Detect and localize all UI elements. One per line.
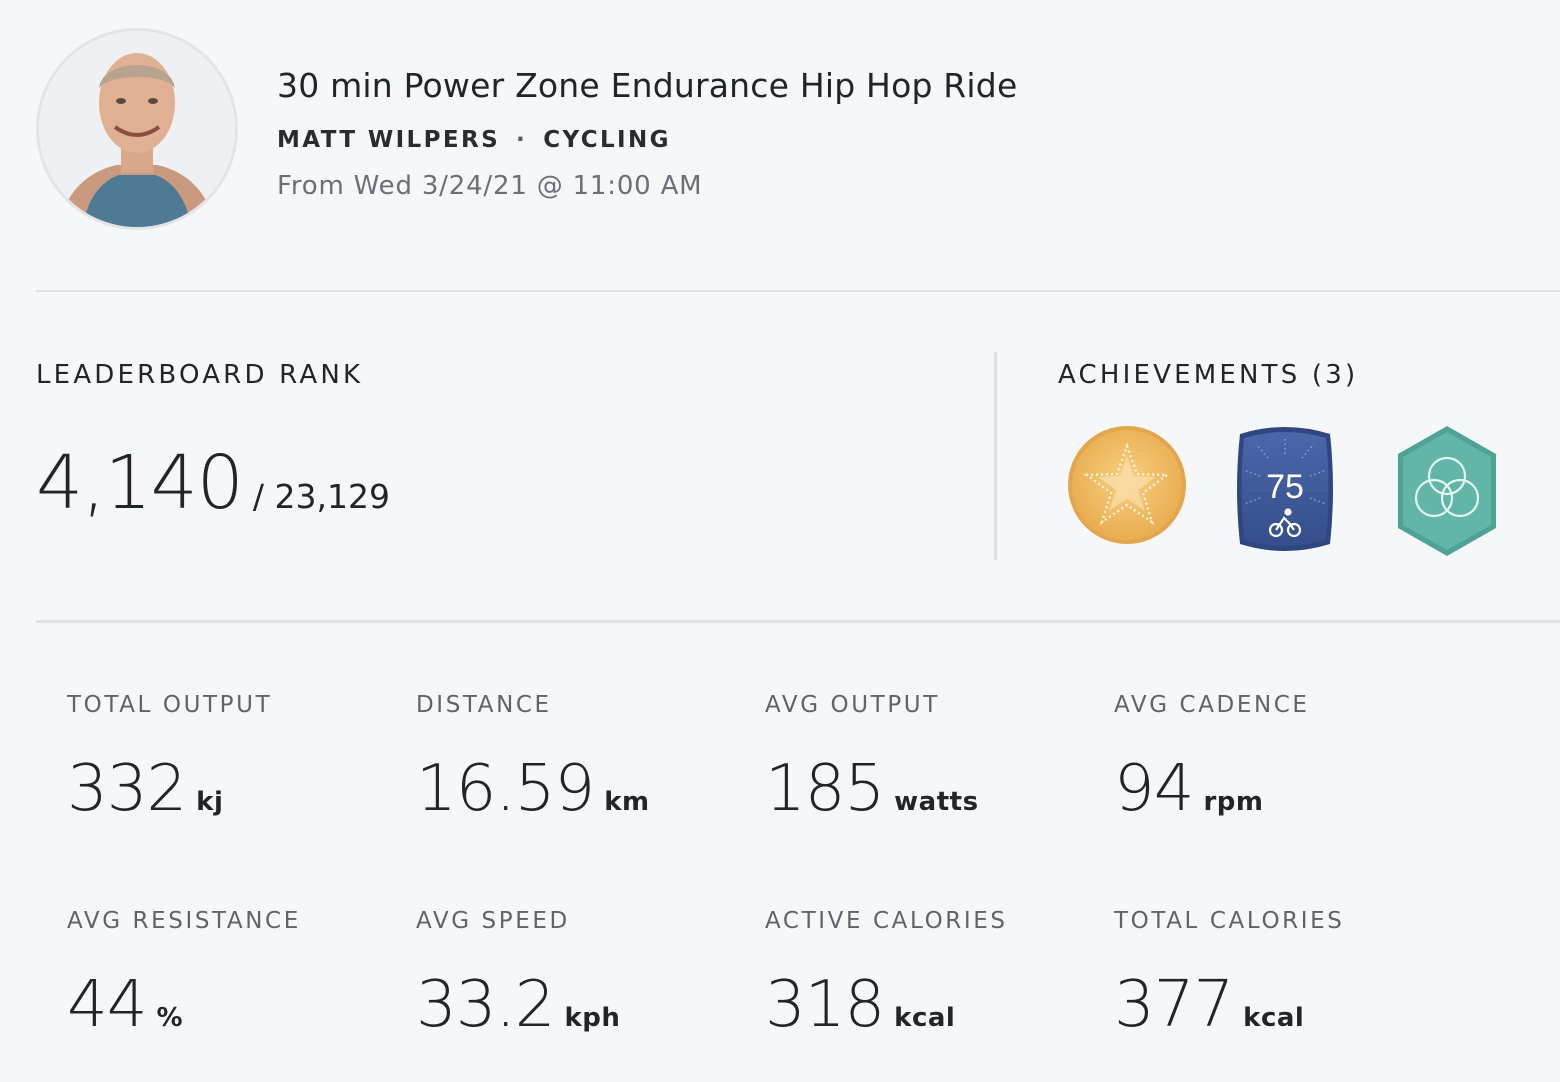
- stat-unit: %: [156, 1003, 183, 1033]
- instructor-name[interactable]: MATT WILPERS: [277, 127, 501, 153]
- stat-value: 33.2: [416, 968, 555, 1042]
- stat-value: 377: [1114, 968, 1234, 1042]
- stat-label: AVG CADENCE: [1114, 692, 1310, 718]
- stat-unit: km: [604, 787, 650, 817]
- header-divider: [36, 290, 1560, 292]
- stat-label: AVG SPEED: [416, 908, 570, 934]
- class-date: From Wed 3/24/21 @ 11:00 AM: [277, 171, 703, 201]
- stat-total-calories: TOTAL CALORIES 377 kcal: [1114, 908, 1444, 1042]
- stat-label: ACTIVE CALORIES: [765, 908, 1008, 934]
- achievement-badges: 75: [1066, 424, 1506, 564]
- stat-label: DISTANCE: [416, 692, 552, 718]
- teal-hexagon-badge-icon[interactable]: [1394, 424, 1500, 562]
- stat-avg-speed: AVG SPEED 33.2 kph: [416, 908, 746, 1042]
- stat-distance: DISTANCE 16.59 km: [416, 692, 746, 826]
- stat-avg-cadence: AVG CADENCE 94 rpm: [1114, 692, 1444, 826]
- stat-value: 185: [765, 752, 885, 826]
- meta-separator: ·: [516, 127, 528, 153]
- stat-total-output: TOTAL OUTPUT 332 kj: [67, 692, 397, 826]
- discipline-name: CYCLING: [543, 127, 671, 153]
- century-ride-badge-icon[interactable]: 75: [1232, 424, 1338, 558]
- stat-label: TOTAL CALORIES: [1114, 908, 1345, 934]
- class-header: 30 min Power Zone Endurance Hip Hop Ride…: [36, 28, 1536, 230]
- instructor-portrait-icon: [39, 31, 235, 227]
- stat-avg-resistance: AVG RESISTANCE 44%: [67, 908, 397, 1042]
- gold-star-badge-icon[interactable]: [1066, 424, 1188, 550]
- stat-unit: kph: [564, 1003, 621, 1033]
- rank-total: / 23,129: [252, 477, 390, 516]
- summary-divider: [36, 620, 1560, 623]
- stat-unit: watts: [894, 787, 979, 817]
- stat-value: 332: [67, 752, 187, 826]
- stat-label: AVG OUTPUT: [765, 692, 940, 718]
- rank-number: 4,140: [36, 440, 244, 526]
- badge-number: 75: [1266, 468, 1304, 506]
- stat-label: AVG RESISTANCE: [67, 908, 301, 934]
- stat-label: TOTAL OUTPUT: [67, 692, 273, 718]
- stat-unit: kcal: [894, 1003, 956, 1033]
- leaderboard-rank-value: 4,140/ 23,129: [36, 440, 390, 526]
- stat-active-calories: ACTIVE CALORIES 318 kcal: [765, 908, 1095, 1042]
- stat-unit: rpm: [1203, 787, 1264, 817]
- leaderboard-rank-label: LEADERBOARD RANK: [36, 360, 364, 390]
- stat-unit: kj: [196, 787, 224, 817]
- stat-value: 44: [67, 968, 147, 1042]
- section-vertical-divider: [994, 352, 997, 560]
- achievements-label: ACHIEVEMENTS (3): [1058, 360, 1359, 390]
- instructor-avatar[interactable]: [36, 28, 238, 230]
- stat-avg-output: AVG OUTPUT 185 watts: [765, 692, 1095, 826]
- class-title[interactable]: 30 min Power Zone Endurance Hip Hop Ride: [277, 66, 1018, 105]
- class-meta: MATT WILPERS · CYCLING: [277, 127, 671, 153]
- stat-value: 318: [765, 968, 885, 1042]
- stat-value: 16.59: [416, 752, 595, 826]
- stat-value: 94: [1114, 752, 1194, 826]
- stat-unit: kcal: [1243, 1003, 1305, 1033]
